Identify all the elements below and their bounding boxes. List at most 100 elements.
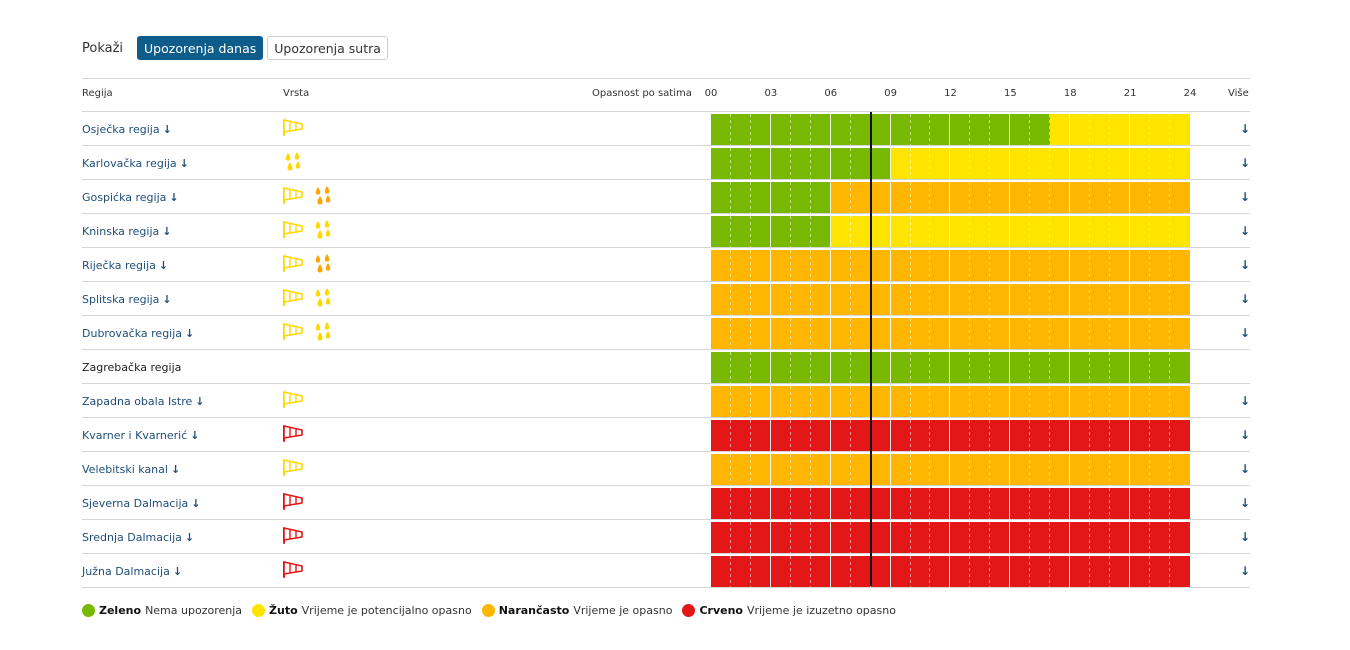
region-name: Južna Dalmacija <box>82 565 170 578</box>
hour-cell <box>790 318 811 349</box>
hour-cell <box>1090 318 1111 349</box>
hour-cell <box>830 216 851 247</box>
hour-cell <box>830 420 851 451</box>
hour-cell <box>1030 182 1051 213</box>
hour-cell <box>1090 148 1111 179</box>
hour-cell <box>910 556 931 587</box>
region-name-link[interactable]: Zapadna obala Istre ↓ <box>82 395 205 408</box>
hour-cell <box>810 352 831 383</box>
hour-cell <box>870 488 891 519</box>
more-arrow-icon[interactable]: ↓ <box>1240 530 1251 544</box>
hour-cell <box>990 488 1011 519</box>
hour-cell <box>1130 114 1150 145</box>
rain-icon <box>312 322 332 342</box>
legend-dot <box>82 604 95 617</box>
hour-cell <box>1030 250 1051 281</box>
hour-cell <box>750 284 771 315</box>
more-arrow-icon[interactable]: ↓ <box>1240 292 1251 306</box>
region-name-link[interactable]: Karlovačka regija ↓ <box>82 157 189 170</box>
region-name-link[interactable]: Dubrovačka regija ↓ <box>82 327 194 340</box>
region-name: Kvarner i Kvarnerić <box>82 429 188 442</box>
hour-cell <box>1010 386 1031 417</box>
hour-cell <box>890 114 911 145</box>
hour-cell <box>1070 420 1091 451</box>
more-arrow-icon[interactable]: ↓ <box>1240 326 1251 340</box>
region-name-link[interactable]: Kvarner i Kvarnerić ↓ <box>82 429 199 442</box>
hour-cell <box>1090 114 1111 145</box>
tomorrow-warnings-button[interactable]: Upozorenja sutra <box>267 36 388 60</box>
region-name-link[interactable]: Splitska regija ↓ <box>82 293 172 306</box>
more-arrow-icon[interactable]: ↓ <box>1240 190 1251 204</box>
hour-cell <box>1169 556 1190 587</box>
more-arrow-icon[interactable]: ↓ <box>1240 462 1251 476</box>
hour-cell <box>870 454 891 485</box>
legend-dot <box>682 604 696 617</box>
region-name-link[interactable]: Južna Dalmacija ↓ <box>82 565 182 578</box>
region-row: Sjeverna Dalmacija ↓ ↓ <box>82 486 1250 520</box>
hour-cell <box>711 420 731 451</box>
hour-cell <box>1149 284 1170 315</box>
hour-cell <box>770 522 791 553</box>
hour-cell <box>850 250 871 281</box>
hour-cell <box>930 148 951 179</box>
hour-cell <box>1030 318 1051 349</box>
region-name-link[interactable]: Sjeverna Dalmacija ↓ <box>82 497 200 510</box>
hour-cell <box>750 250 771 281</box>
more-arrow-icon[interactable]: ↓ <box>1240 394 1251 408</box>
region-name-link[interactable]: Gospićka regija ↓ <box>82 191 179 204</box>
hour-cell <box>870 352 891 383</box>
hour-cell <box>1010 454 1031 485</box>
region-name-link[interactable]: Velebitski kanal ↓ <box>82 463 180 476</box>
toolbar: Pokaži Upozorenja danas Upozorenja sutra <box>82 36 392 60</box>
hour-cell <box>850 522 871 553</box>
hour-cell <box>950 420 971 451</box>
wind-icon <box>282 254 304 274</box>
legend-item: Crveno Vrijeme je izuzetno opasno <box>682 604 896 617</box>
hour-cell <box>1149 216 1170 247</box>
hour-cell <box>770 216 791 247</box>
today-warnings-button[interactable]: Upozorenja danas <box>137 36 264 60</box>
hour-cell <box>1169 216 1190 247</box>
region-name-link[interactable]: Riječka regija ↓ <box>82 259 168 272</box>
region-name: Kninska regija <box>82 225 160 238</box>
arrow-down-icon: ↓ <box>162 225 172 238</box>
hour-cell <box>730 488 751 519</box>
region-row: Dubrovačka regija ↓ ↓ <box>82 316 1250 350</box>
hour-cell <box>870 522 891 553</box>
rain-icon <box>312 288 332 308</box>
hour-cell <box>870 420 891 451</box>
hour-cell <box>1130 420 1150 451</box>
table-header: Regija Vrsta Opasnost po satima Više 00 0… <box>82 78 1250 112</box>
hour-cell <box>890 318 911 349</box>
hour-cell <box>1030 420 1051 451</box>
hour-cell <box>750 522 771 553</box>
region-row: Zagrebačka regija <box>82 350 1250 384</box>
hour-cell <box>1010 114 1031 145</box>
hour-cell <box>1030 454 1051 485</box>
hour-cell <box>1050 522 1071 553</box>
region-name-link[interactable]: Osječka regija ↓ <box>82 123 172 136</box>
more-arrow-icon[interactable]: ↓ <box>1240 258 1251 272</box>
more-arrow-icon[interactable]: ↓ <box>1240 224 1251 238</box>
more-arrow-icon[interactable]: ↓ <box>1240 564 1251 578</box>
hour-cell <box>1010 488 1031 519</box>
more-arrow-icon[interactable]: ↓ <box>1240 496 1251 510</box>
more-arrow-icon[interactable]: ↓ <box>1240 428 1251 442</box>
danger-column-header: Opasnost po satima <box>592 88 692 99</box>
more-arrow-icon[interactable]: ↓ <box>1240 156 1251 170</box>
region-column-header: Regija <box>82 88 113 99</box>
region-name-link[interactable]: Srednja Dalmacija ↓ <box>82 531 194 544</box>
hour-cell <box>1090 454 1111 485</box>
arrow-down-icon: ↓ <box>158 259 169 272</box>
hour-cell <box>830 114 851 145</box>
hour-cell <box>711 114 731 145</box>
more-arrow-icon[interactable]: ↓ <box>1240 122 1251 136</box>
hour-cell <box>910 182 931 213</box>
region-name-link[interactable]: Kninska regija ↓ <box>82 225 171 238</box>
hour-cell <box>770 148 791 179</box>
hour-cell <box>990 114 1011 145</box>
region-name: Splitska regija <box>82 293 160 306</box>
hour-cell <box>1169 182 1190 213</box>
hour-label: 06 <box>824 88 838 99</box>
type-column-header: Vrsta <box>283 88 310 99</box>
